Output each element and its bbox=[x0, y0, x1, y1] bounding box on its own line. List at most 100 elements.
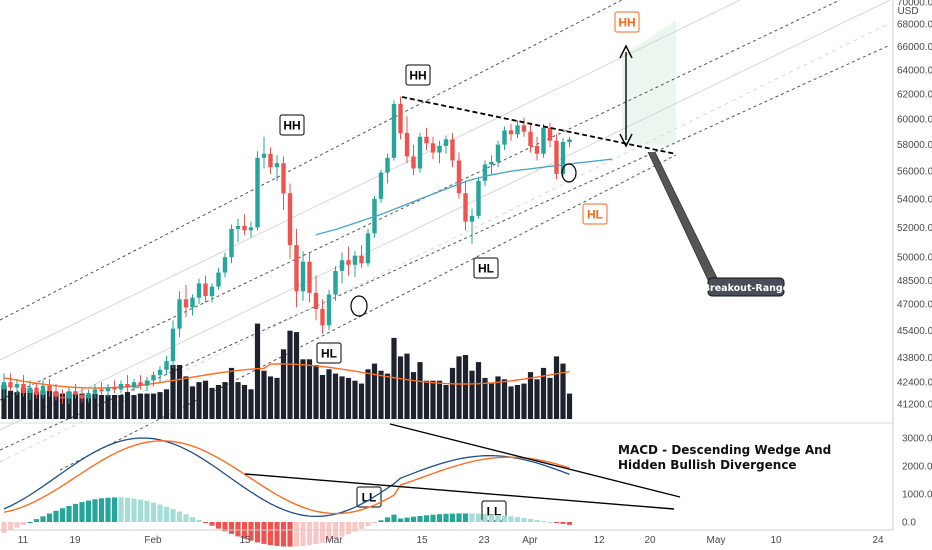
pattern-label[interactable]: HL bbox=[582, 203, 608, 225]
candle bbox=[547, 122, 553, 148]
time-tick-label: Feb bbox=[144, 535, 162, 546]
macd-axis[interactable]: 0.0 1000.0 2000.0 3000.0 bbox=[902, 434, 932, 529]
candle bbox=[209, 283, 215, 303]
macd-hist-bar bbox=[163, 506, 170, 522]
candle bbox=[567, 136, 572, 148]
volume-bar bbox=[98, 395, 105, 419]
volume-bar bbox=[566, 393, 573, 419]
volume-bar bbox=[33, 392, 40, 419]
candle bbox=[469, 208, 475, 244]
candle bbox=[21, 375, 26, 397]
candle bbox=[463, 180, 468, 231]
volume-bar bbox=[352, 380, 358, 419]
candle bbox=[365, 228, 371, 267]
macd-hist-bar bbox=[456, 513, 462, 522]
volume-bar bbox=[319, 375, 326, 419]
candle bbox=[398, 96, 403, 140]
channel-line-2 bbox=[0, 0, 841, 401]
volume-bar bbox=[170, 365, 176, 419]
macd-hist-bar bbox=[235, 522, 241, 537]
volume-bar bbox=[443, 385, 449, 419]
price-tick-label: 48500.0 bbox=[897, 276, 932, 287]
candle bbox=[177, 291, 182, 338]
volume-bar bbox=[228, 367, 235, 419]
macd-wedge[interactable] bbox=[244, 423, 681, 510]
macd-hist-bar bbox=[202, 522, 209, 523]
pattern-label[interactable]: HH bbox=[279, 114, 305, 136]
pattern-label[interactable]: HH bbox=[405, 64, 431, 86]
volume-bar bbox=[423, 380, 430, 419]
macd-note-line2: Hidden Bullish Divergence bbox=[618, 458, 797, 472]
pattern-label[interactable]: HH bbox=[614, 11, 640, 33]
macd-hist-bar bbox=[514, 517, 521, 522]
breakout-range-callout[interactable] bbox=[707, 277, 785, 297]
macd-hist-bar bbox=[449, 513, 456, 522]
price-tick-label: 68000.0 bbox=[897, 20, 932, 31]
pattern-label[interactable]: HL bbox=[473, 257, 499, 279]
candle bbox=[528, 122, 533, 153]
candle bbox=[8, 373, 13, 392]
volume-bar bbox=[46, 390, 53, 419]
candle bbox=[66, 387, 72, 404]
candle bbox=[333, 266, 338, 301]
price-tick-label: 64000.0 bbox=[897, 66, 932, 77]
macd-hist-bar bbox=[92, 499, 98, 522]
time-axis[interactable]: 11 19 Feb 15 Mar 15 23 Apr 12 20 May 10 24 bbox=[18, 535, 884, 546]
volume-bar bbox=[436, 380, 443, 419]
volume-bar bbox=[248, 389, 254, 419]
price-tick-label: 56000.0 bbox=[897, 167, 932, 178]
macd-hist-bar bbox=[66, 506, 72, 522]
candle bbox=[235, 218, 241, 243]
volume-bar bbox=[14, 392, 20, 419]
candle bbox=[170, 320, 176, 368]
channel-line-4 bbox=[59, 154, 677, 471]
volume-bar bbox=[20, 387, 27, 419]
volume-bar bbox=[384, 373, 391, 419]
price-tick-label: 60000.0 bbox=[897, 114, 932, 125]
macd-hist-bar bbox=[85, 500, 92, 522]
price-moving-average bbox=[315, 158, 613, 236]
macd-hist-bar bbox=[228, 522, 235, 534]
macd-hist-bar bbox=[345, 522, 352, 535]
macd-hist-bar bbox=[150, 502, 157, 522]
volume-bar bbox=[144, 393, 150, 419]
macd-hist-bar bbox=[384, 517, 391, 522]
macd-hist-bar bbox=[397, 518, 404, 522]
pattern-label[interactable]: HL bbox=[316, 342, 342, 364]
macd-hist-bar bbox=[326, 522, 332, 541]
volume-bar bbox=[508, 386, 514, 419]
volume-bar bbox=[547, 377, 553, 419]
callout-text: Breakout-Range bbox=[703, 283, 789, 294]
price-tick-label: 45400.0 bbox=[897, 326, 932, 337]
price-axis[interactable]: 41200.0 42400.0 43800.0 45400.0 47000.0 48500… bbox=[897, 0, 932, 411]
volume-bar bbox=[410, 372, 417, 419]
macd-hist-bar bbox=[33, 519, 40, 522]
candle bbox=[281, 156, 286, 211]
candle bbox=[86, 389, 91, 403]
volume-bar bbox=[79, 393, 85, 419]
candle bbox=[554, 134, 559, 180]
candle bbox=[307, 252, 312, 303]
candle bbox=[450, 132, 455, 168]
macd-hist-bar bbox=[189, 517, 196, 522]
volume-bar bbox=[163, 389, 170, 419]
candle bbox=[40, 380, 46, 399]
macd-tick-label: 0.0 bbox=[902, 518, 916, 529]
time-tick-label: Mar bbox=[325, 535, 343, 546]
macd-hist-bar bbox=[365, 522, 371, 527]
volume-bar bbox=[417, 362, 423, 419]
volume-bar bbox=[371, 363, 378, 419]
macd-hist-bar bbox=[371, 522, 378, 524]
candle bbox=[242, 214, 247, 235]
candle bbox=[131, 378, 137, 392]
macd-hist-bar bbox=[430, 514, 436, 522]
resistance-line[interactable] bbox=[401, 96, 677, 155]
candle bbox=[287, 183, 293, 259]
candle bbox=[183, 285, 189, 318]
volume-bar bbox=[514, 385, 521, 419]
macd-hist-bar bbox=[53, 510, 59, 522]
candle bbox=[138, 375, 143, 390]
candle bbox=[313, 275, 319, 321]
volume-bar bbox=[378, 370, 384, 419]
